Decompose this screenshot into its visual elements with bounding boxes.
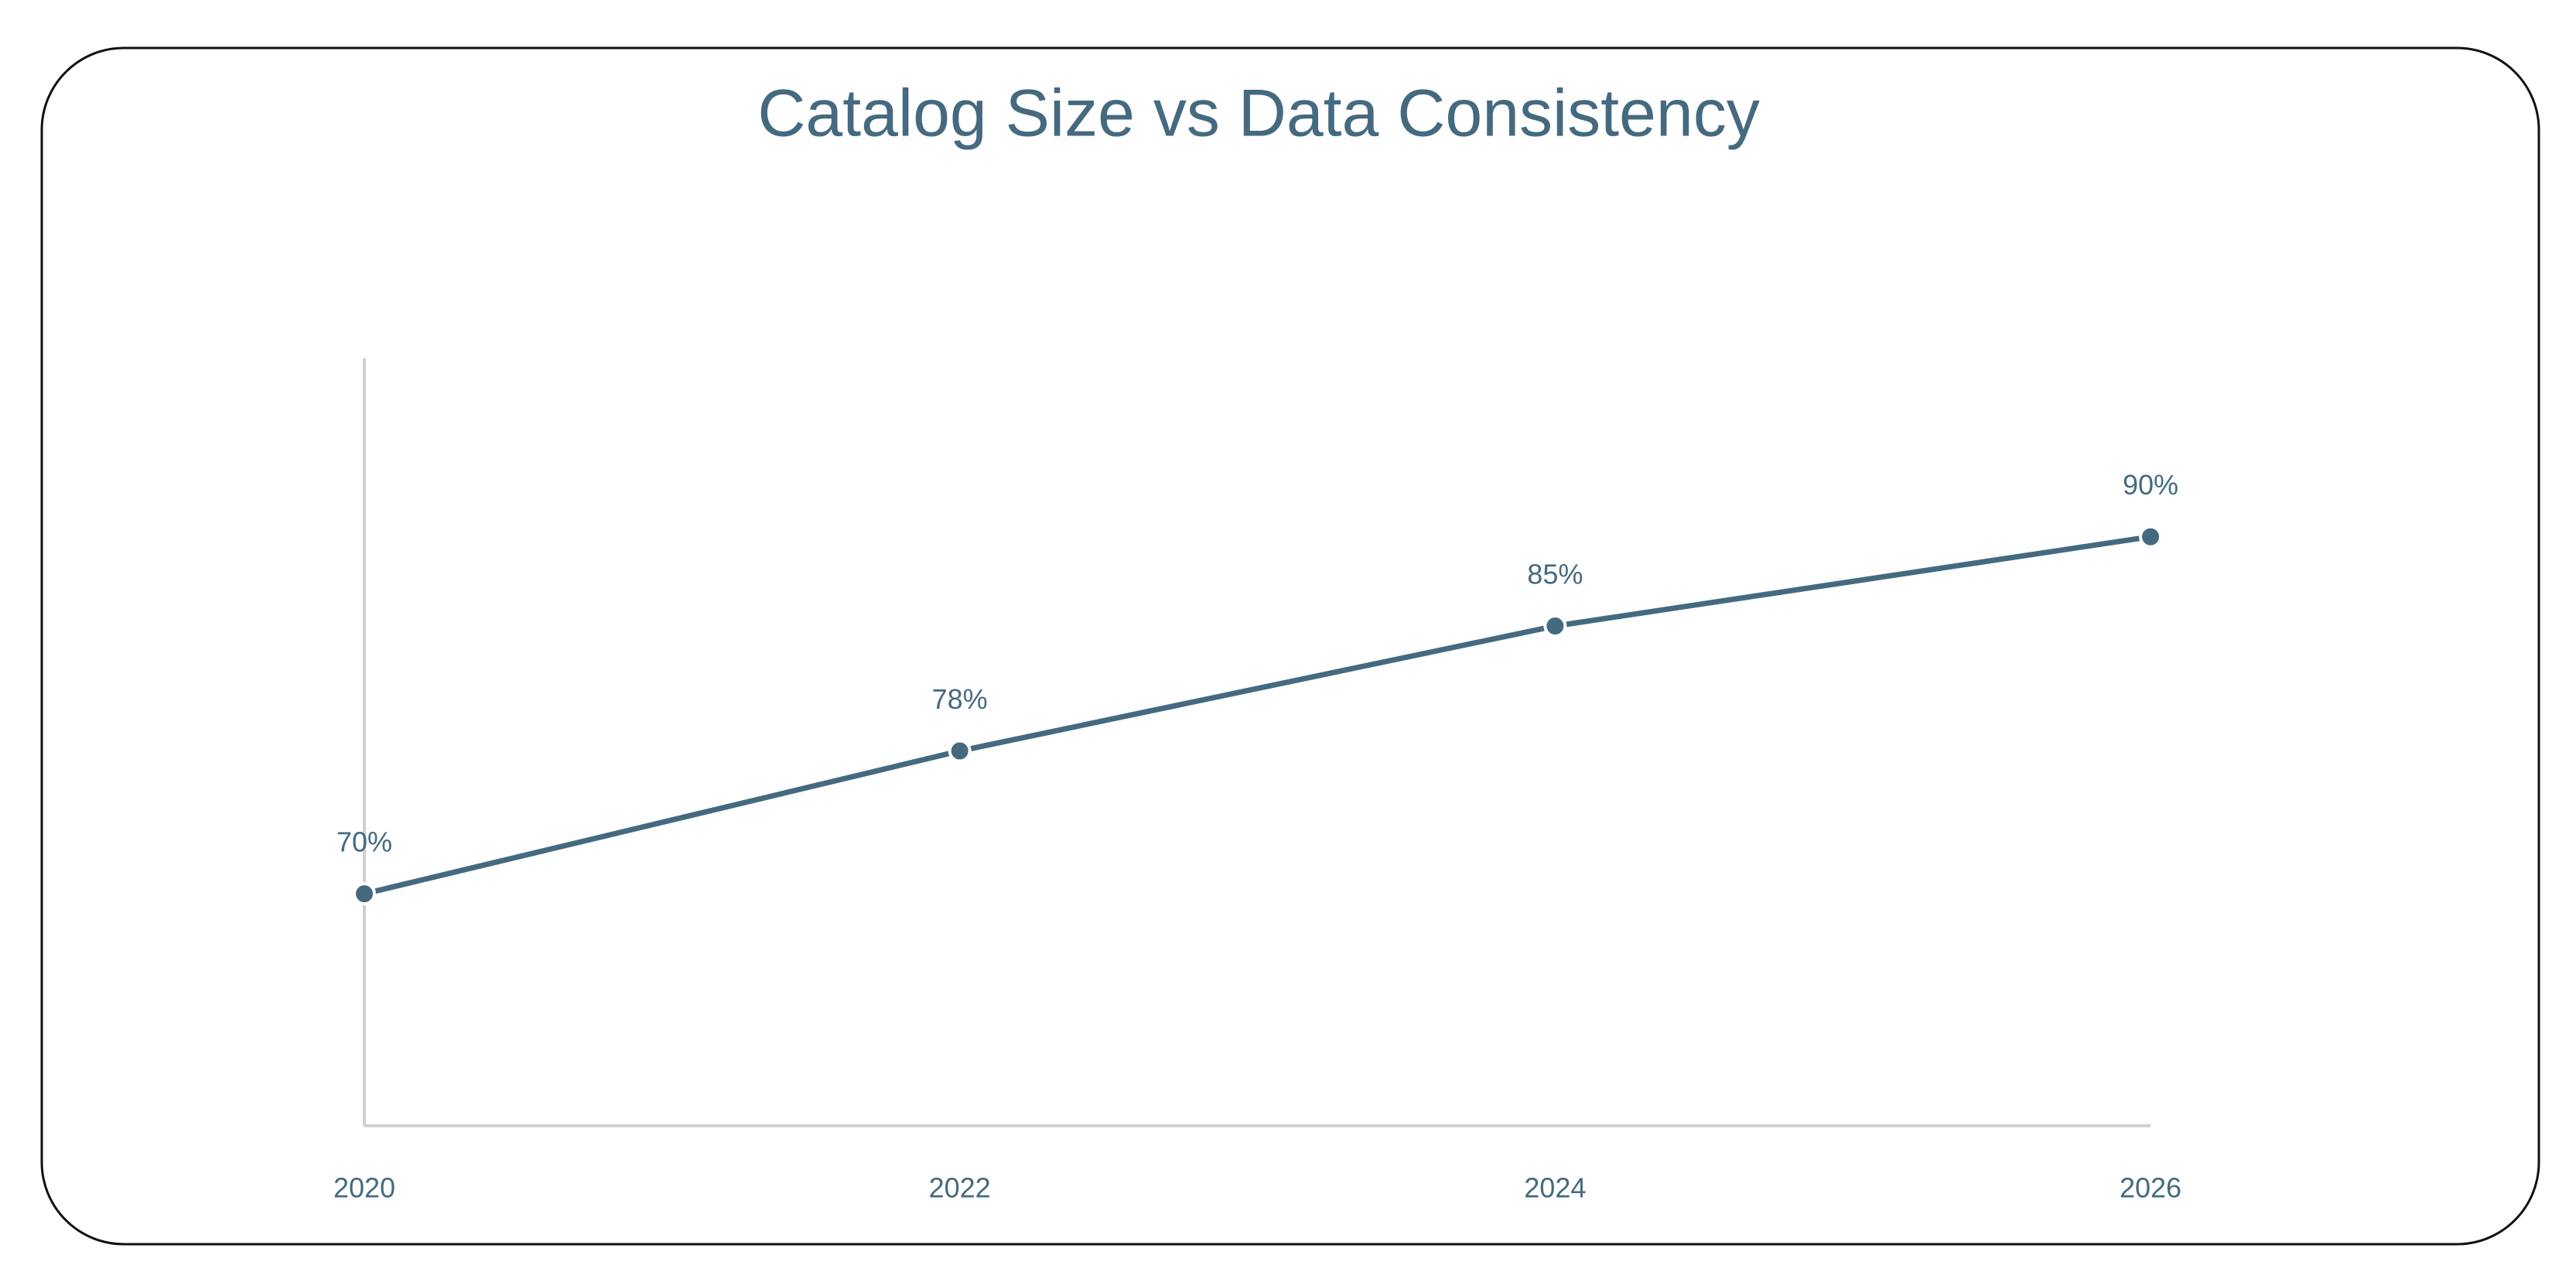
data-point	[353, 882, 376, 906]
data-label: 78%	[932, 683, 988, 715]
card	[40, 46, 2540, 1246]
data-point	[948, 739, 972, 763]
data-point	[1543, 614, 1567, 638]
data-label: 90%	[2123, 469, 2178, 501]
x-tick-label: 2024	[1524, 1172, 1586, 1204]
data-label: 85%	[1527, 559, 1583, 590]
x-tick-label: 2022	[929, 1172, 991, 1204]
data-label: 70%	[337, 826, 392, 858]
x-tick-label: 2020	[333, 1172, 395, 1204]
x-tick-label: 2026	[2120, 1172, 2181, 1204]
data-line	[364, 534, 2151, 897]
chart-title: Catalog Size vs Data Consistency	[757, 77, 1759, 151]
data-point	[2139, 525, 2162, 549]
